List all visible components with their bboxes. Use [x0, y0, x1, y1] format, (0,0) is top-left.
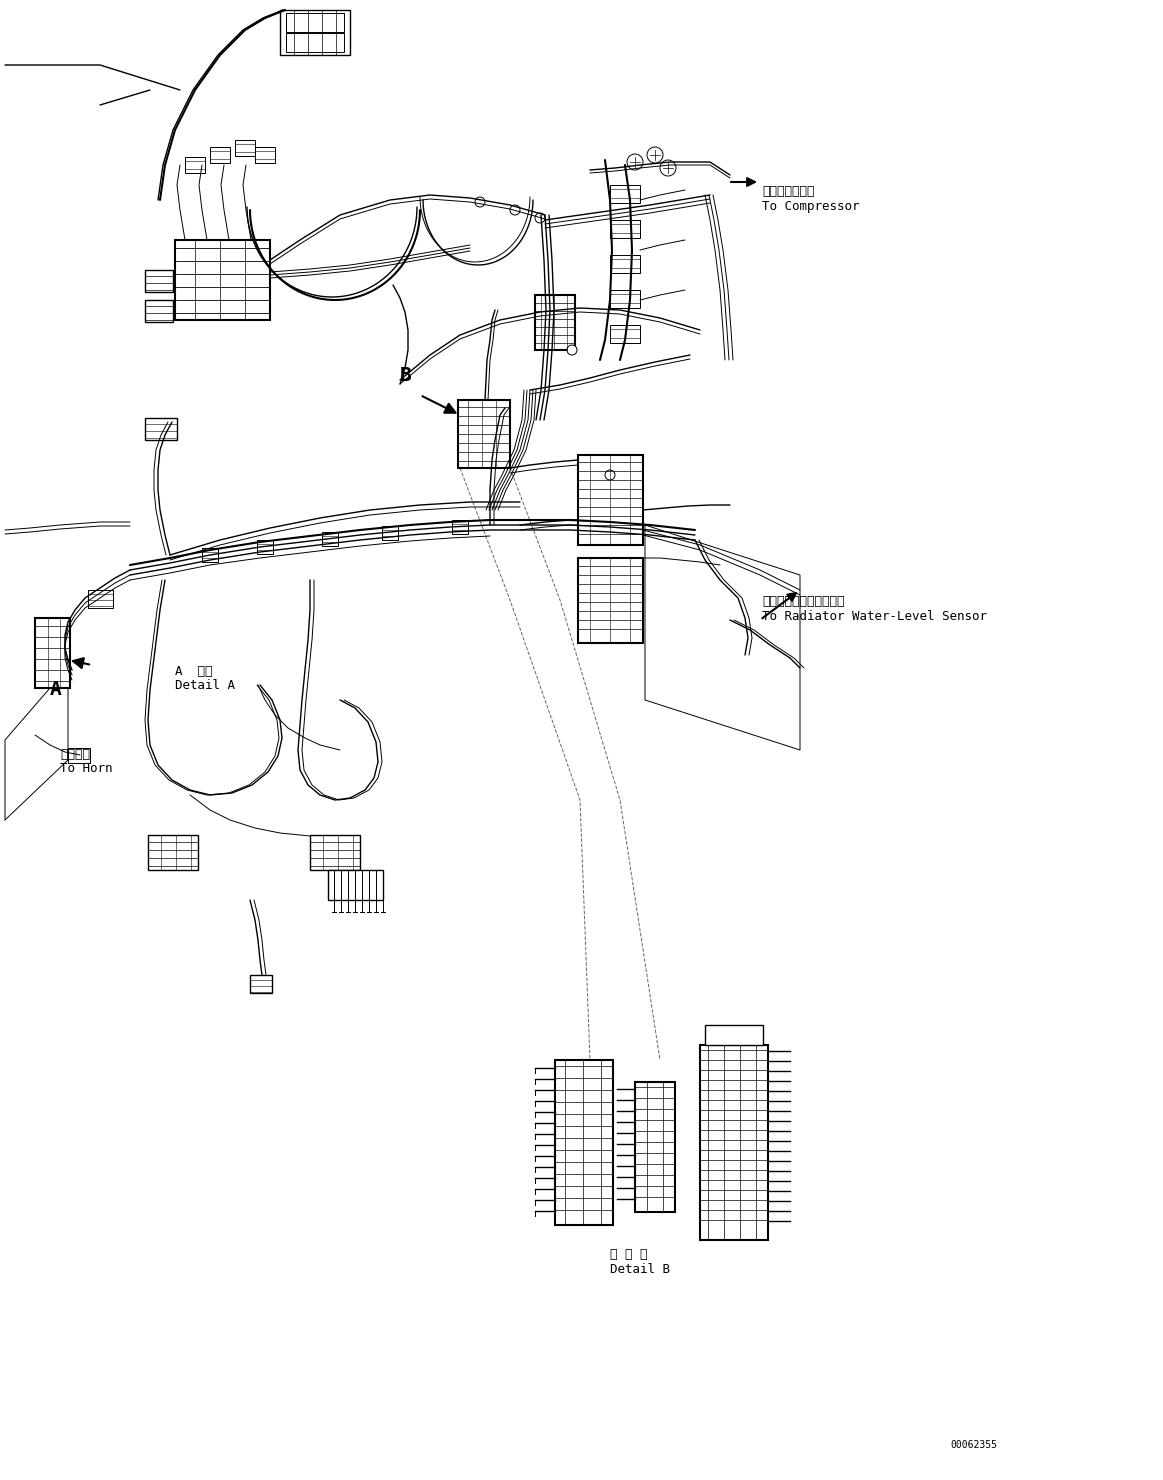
Text: To Compressor: To Compressor [762, 200, 859, 213]
Text: Detail B: Detail B [611, 1262, 670, 1276]
Bar [452, 519, 468, 534]
Bar [458, 400, 511, 468]
Bar [88, 591, 113, 608]
Bar [211, 147, 230, 163]
Text: ホーンへ: ホーンへ [60, 747, 90, 761]
Bar [35, 619, 70, 688]
Bar [174, 240, 270, 320]
Bar [635, 1082, 675, 1212]
Circle shape [568, 345, 577, 355]
Text: 00062355: 00062355 [950, 1440, 997, 1450]
Text: To Horn: To Horn [60, 762, 113, 776]
Circle shape [535, 213, 545, 223]
Text: A: A [50, 679, 62, 699]
Circle shape [475, 197, 485, 207]
Bar [255, 147, 274, 163]
Bar [235, 141, 255, 155]
Circle shape [627, 154, 643, 170]
Bar [328, 870, 383, 900]
Bar [322, 531, 338, 546]
Bar [611, 221, 640, 238]
Bar [611, 185, 640, 203]
Bar [555, 1060, 613, 1225]
Bar [286, 33, 344, 52]
Bar [250, 975, 272, 993]
Bar [611, 255, 640, 272]
Text: B: B [400, 366, 412, 385]
Bar [185, 157, 205, 173]
Bar [67, 747, 90, 764]
Circle shape [647, 147, 663, 163]
Bar [145, 300, 173, 323]
Text: A  詳細: A 詳細 [174, 665, 213, 678]
Bar [286, 13, 344, 33]
Bar [700, 1045, 768, 1240]
Bar [381, 525, 398, 540]
Text: ラジエータ水位センサへ: ラジエータ水位センサへ [762, 595, 844, 608]
Bar [578, 558, 643, 642]
Text: コンプレッサへ: コンプレッサへ [762, 185, 814, 198]
Bar [578, 454, 643, 545]
Text: To Radiator Water-Level Sensor: To Radiator Water-Level Sensor [762, 610, 987, 623]
Text: 日 詳 細: 日 詳 細 [611, 1248, 648, 1261]
Bar [145, 417, 177, 440]
Circle shape [659, 160, 676, 176]
Bar [311, 835, 361, 870]
Bar [257, 540, 273, 554]
Text: Detail A: Detail A [174, 679, 235, 693]
Bar [705, 1026, 763, 1045]
Bar [611, 326, 640, 343]
Bar [202, 548, 217, 562]
Bar [611, 290, 640, 308]
Bar [145, 269, 173, 292]
Bar [535, 295, 575, 349]
Bar [148, 835, 198, 870]
Circle shape [605, 471, 615, 480]
Bar [280, 10, 350, 55]
Circle shape [511, 206, 520, 215]
